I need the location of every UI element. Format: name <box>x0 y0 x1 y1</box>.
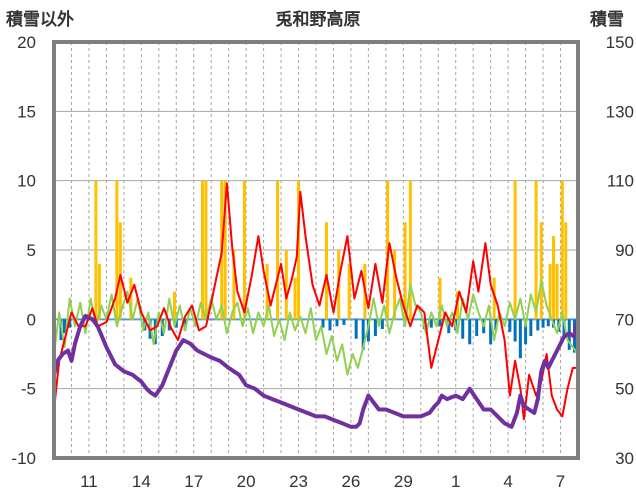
precip-bar <box>564 222 568 320</box>
series-lines <box>52 182 580 429</box>
left-tick-label: -10 <box>11 449 36 468</box>
snowdiff-bar <box>475 319 479 336</box>
snowdiff-bar <box>335 319 339 327</box>
precip-bar <box>223 180 227 320</box>
precip-bar <box>403 222 407 320</box>
precip-bar <box>94 180 98 320</box>
right-tick-label: 90 <box>615 241 634 260</box>
x-tick-label: 29 <box>394 472 413 491</box>
precip-bar <box>455 291 459 320</box>
precip-bar <box>200 180 204 320</box>
snowdiff-bar <box>518 319 522 359</box>
precip-bar <box>129 277 133 320</box>
left-axis-title: 積雪以外 <box>6 9 74 29</box>
snowdiff-bar <box>321 319 325 328</box>
x-tick-label: 11 <box>80 472 98 491</box>
left-tick-label: -5 <box>21 380 36 399</box>
snowdiff-bar <box>447 319 451 334</box>
snowdiff-bar <box>183 319 187 331</box>
snowdiff-bar <box>513 319 517 342</box>
snowdiff-bar <box>468 319 472 345</box>
snowdiff-bar <box>62 319 66 334</box>
precip-bar <box>408 180 412 320</box>
x-tick-label: 23 <box>289 472 308 491</box>
plot-frame <box>52 40 580 460</box>
precip-bar <box>555 263 559 320</box>
left-axis-ticks: -10 -5 0 5 10 15 20 <box>11 33 36 468</box>
right-axis-ticks: 30 50 70 90 110 130 150 <box>606 33 634 468</box>
temp-line <box>53 182 579 421</box>
precip-bar <box>552 236 556 320</box>
snowdiff-bar <box>361 319 365 350</box>
snowdiff-bar <box>541 319 545 328</box>
precip-bar <box>242 180 246 320</box>
precip-bar <box>297 180 301 320</box>
x-tick-label: 26 <box>341 472 360 491</box>
right-axis-title: 積雪 <box>590 9 624 29</box>
x-tick-label: 7 <box>556 472 565 491</box>
precip-bar <box>347 263 351 320</box>
precip-bar <box>232 250 236 320</box>
precip-bar <box>97 263 101 320</box>
right-tick-label: 50 <box>615 380 634 399</box>
precip-bar <box>534 180 538 320</box>
snowdiff-bar <box>328 319 332 331</box>
precip-bar <box>284 250 288 320</box>
snowdiff-bar <box>489 319 493 345</box>
precip-bar <box>204 180 208 320</box>
precip-bar <box>438 277 442 320</box>
snowdiff-bar <box>524 319 528 345</box>
left-tick-label: 10 <box>17 172 36 191</box>
precip-bar <box>324 222 328 320</box>
snow-line <box>52 313 580 429</box>
precip-bar <box>173 291 177 320</box>
precip-bar <box>276 180 280 320</box>
right-tick-label: 130 <box>606 102 634 121</box>
precip-bar <box>513 180 517 320</box>
precip-bar <box>293 277 297 320</box>
snowdiff-bar <box>366 319 370 342</box>
right-tick-label: 150 <box>606 33 634 52</box>
snowdiff-bar <box>461 319 465 339</box>
snowdiff-bar <box>354 319 358 339</box>
precip-bar <box>492 277 496 320</box>
snowdiff-bar <box>529 319 533 336</box>
snowdiff-bar <box>508 319 512 332</box>
precip-bar <box>115 180 119 320</box>
precip-bar <box>118 222 122 320</box>
snowdiff-bar <box>494 319 498 331</box>
chart-grid <box>54 42 578 458</box>
precip-bar <box>548 263 552 320</box>
snowdiff-bar <box>380 319 384 330</box>
x-tick-label: 1 <box>451 472 460 491</box>
precip-bar <box>560 180 564 320</box>
precip-bar <box>539 222 543 320</box>
x-tick-label: 17 <box>184 472 203 491</box>
chart-title: 兎和野高原 <box>276 9 361 29</box>
precip-bar <box>393 250 397 320</box>
right-tick-label: 30 <box>615 449 634 468</box>
snowdiff-bar <box>546 319 550 327</box>
x-tick-label: 14 <box>132 472 151 491</box>
right-tick-label: 110 <box>607 172 634 191</box>
snowdiff-bar <box>342 319 346 325</box>
snowdiff-bar <box>429 319 433 328</box>
x-axis-ticks: 11 14 17 20 23 26 29 1 4 7 <box>80 472 565 491</box>
snowdiff-bar <box>536 319 540 331</box>
x-tick-label: 4 <box>503 472 512 491</box>
right-tick-label: 70 <box>615 310 634 329</box>
wind-line <box>53 279 579 376</box>
snowdiff-bar <box>438 319 442 327</box>
snowdiff-bar <box>562 319 566 339</box>
left-tick-label: 20 <box>17 33 36 52</box>
left-tick-label: 5 <box>27 241 36 260</box>
left-tick-label: 0 <box>27 310 36 329</box>
x-tick-label: 20 <box>237 472 256 491</box>
left-tick-label: 15 <box>17 102 36 121</box>
snowdiff-bar <box>373 319 377 336</box>
snowdiff-bar <box>174 319 178 328</box>
